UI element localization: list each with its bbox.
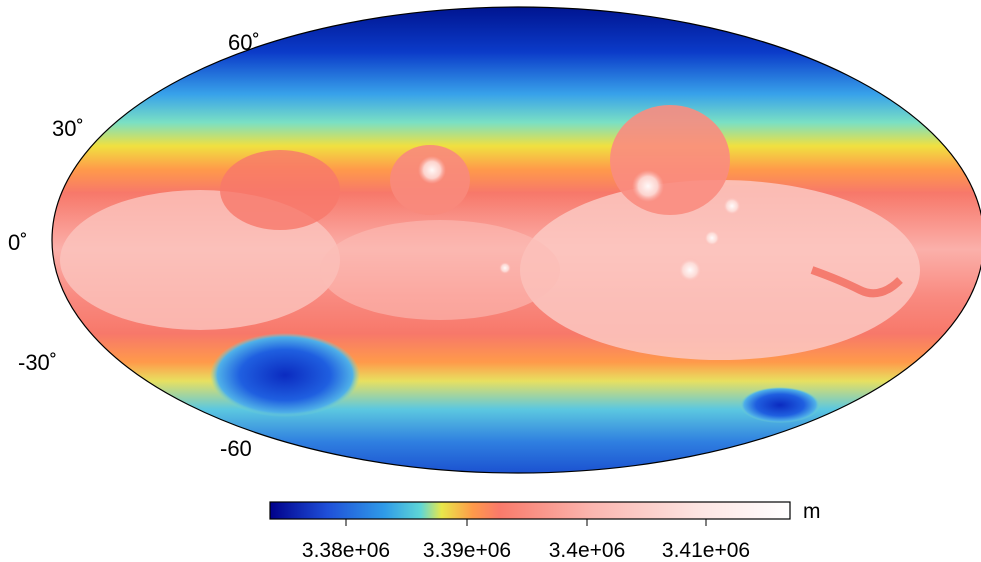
lat-label-30: 30˚ xyxy=(52,116,84,141)
lat-label-60: 60˚ xyxy=(228,30,260,55)
colorbar-unit: m xyxy=(803,500,821,523)
lat-label-0: 0˚ xyxy=(8,230,28,255)
lat-label-neg60: -60 xyxy=(220,436,252,461)
colorbar-gradient xyxy=(269,501,791,520)
colorbar-tick-label: 3.4e+06 xyxy=(549,539,626,562)
lat-label-neg30: -30˚ xyxy=(18,350,57,375)
colorbar-tick-label: 3.39e+06 xyxy=(423,539,511,562)
map-surface xyxy=(52,7,981,473)
colorbar-tick-label: 3.38e+06 xyxy=(302,539,390,562)
colorbar-tick-label: 3.41e+06 xyxy=(662,539,750,562)
map-frame xyxy=(51,6,981,474)
colorbar: 3.38e+06 3.39e+06 3.4e+06 3.41e+06 m xyxy=(269,500,821,562)
